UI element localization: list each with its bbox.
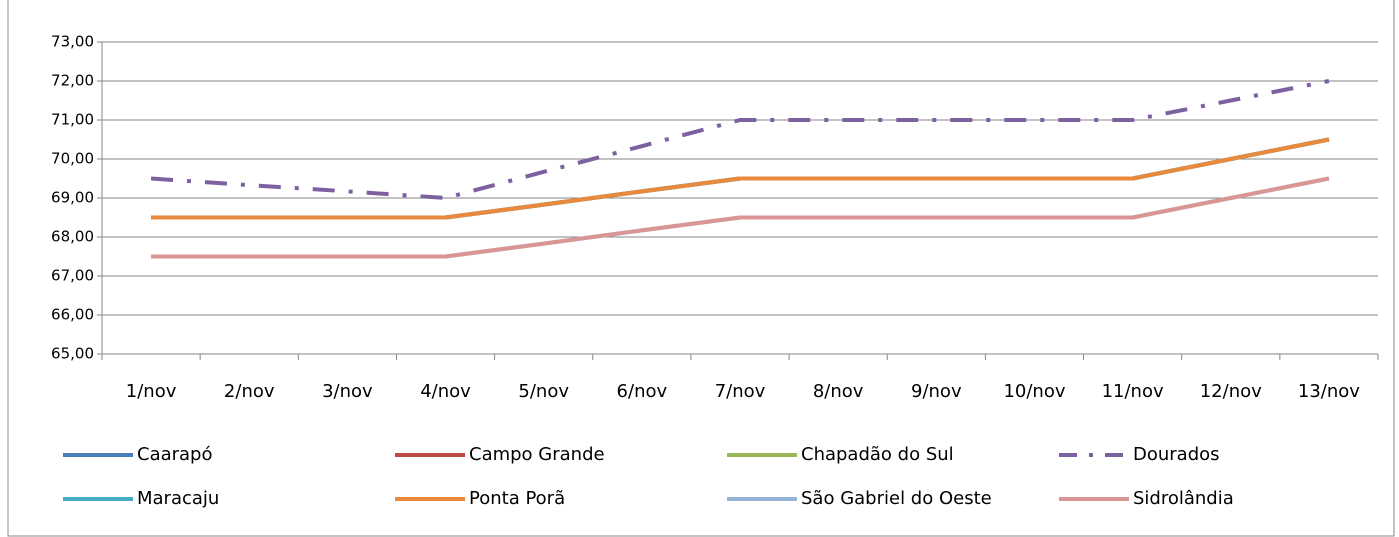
series-line: [151, 137, 1330, 220]
series-line: [150, 79, 1330, 200]
legend-label: Maracaju: [137, 488, 219, 509]
x-tick-label: 2/nov: [224, 381, 275, 402]
x-tick-label: 10/nov: [1003, 381, 1065, 402]
x-tick-label: 6/nov: [617, 381, 668, 402]
y-tick-label: 72,00: [51, 72, 94, 90]
y-tick-label: 67,00: [51, 267, 94, 285]
legend-label: Caarapó: [137, 444, 213, 465]
x-tick-label: 8/nov: [813, 381, 864, 402]
y-tick-label: 73,00: [51, 33, 94, 51]
y-tick-label: 70,00: [51, 150, 94, 168]
chart-border: [7, 0, 1395, 537]
x-tick-label: 9/nov: [911, 381, 962, 402]
x-tick-label: 11/nov: [1102, 381, 1164, 402]
y-tick-label: 71,00: [51, 111, 94, 129]
y-tick-label: 68,00: [51, 228, 94, 246]
x-tick-label: 13/nov: [1298, 381, 1360, 402]
legend-label: Chapadão do Sul: [801, 444, 954, 465]
y-tick-label: 65,00: [51, 345, 94, 363]
legend-label: Dourados: [1133, 444, 1220, 465]
x-tick-label: 1/nov: [126, 381, 177, 402]
legend-label: Campo Grande: [469, 444, 605, 465]
legend-label: São Gabriel do Oeste: [801, 488, 992, 509]
series-line: [151, 176, 1330, 259]
x-tick-label: 3/nov: [322, 381, 373, 402]
x-tick-label: 12/nov: [1200, 381, 1262, 402]
legend-label: Sidrolândia: [1133, 488, 1234, 509]
legend-label: Ponta Porã: [469, 488, 565, 509]
y-tick-label: 66,00: [51, 306, 94, 324]
y-tick-label: 69,00: [51, 189, 94, 207]
x-tick-label: 5/nov: [518, 381, 569, 402]
x-tick-label: 7/nov: [715, 381, 766, 402]
x-tick-label: 4/nov: [420, 381, 471, 402]
